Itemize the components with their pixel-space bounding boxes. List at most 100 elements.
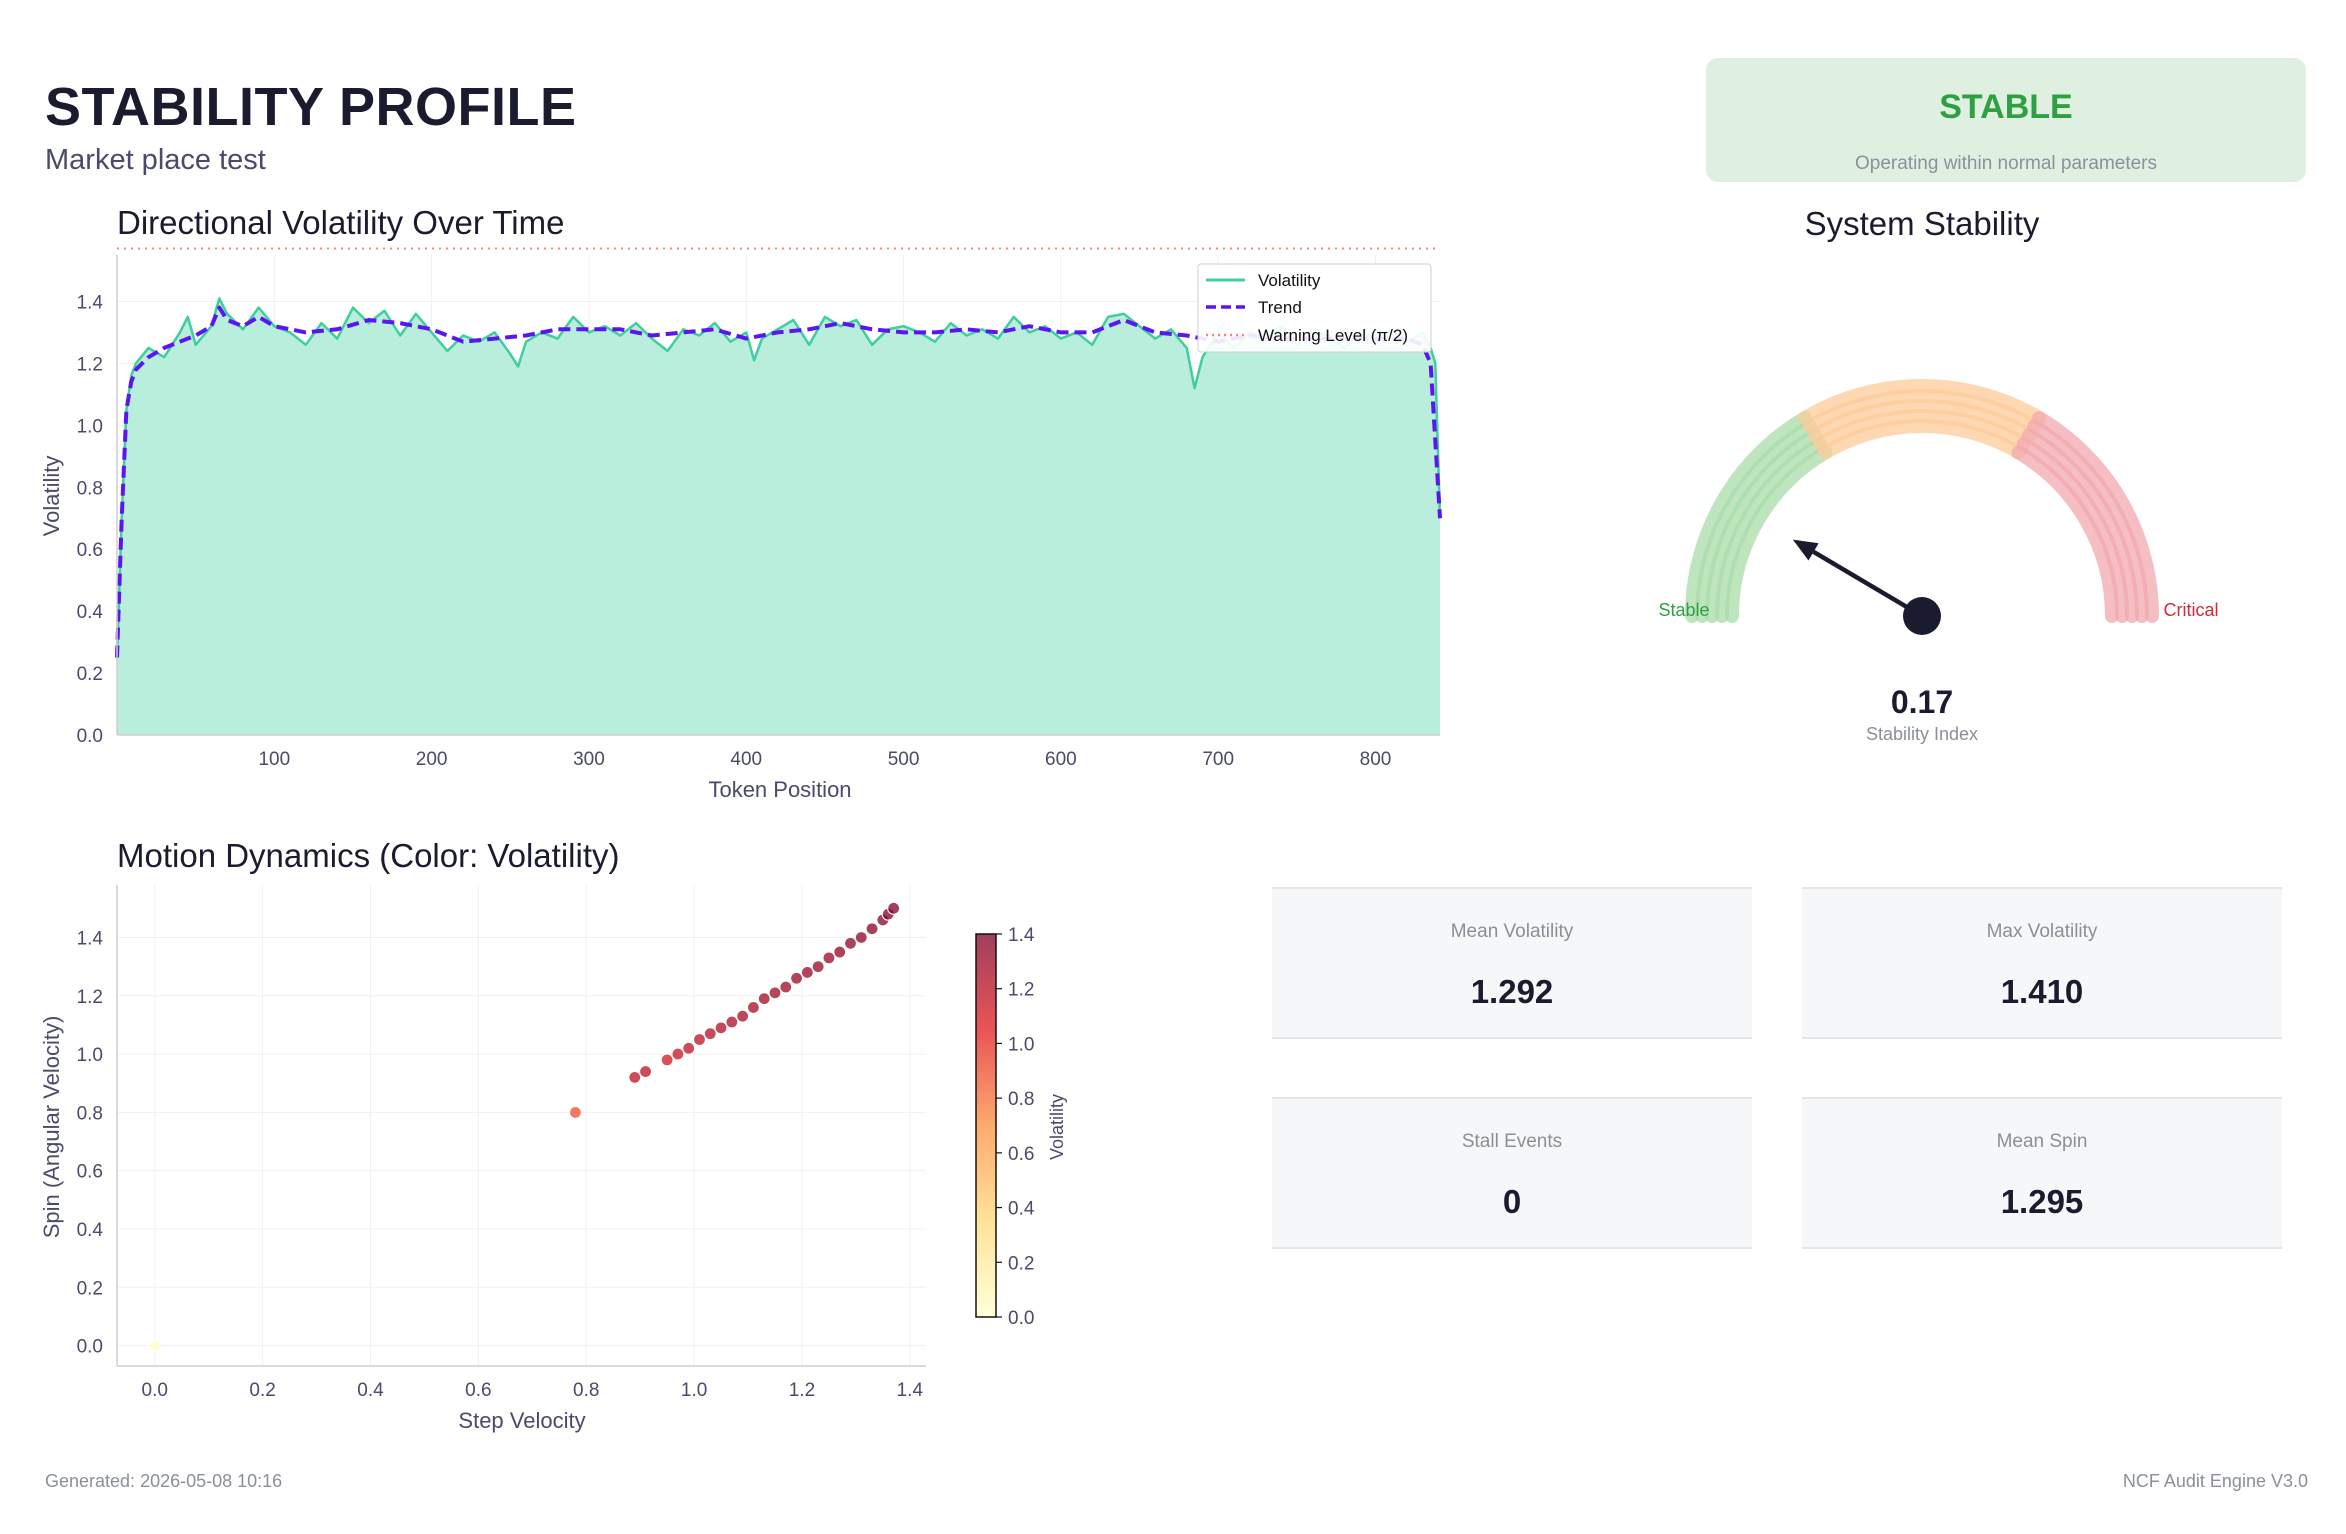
colorbar-label: Volatility xyxy=(1047,1094,1067,1160)
metric-card-stall-events: Stall Events 0 xyxy=(1272,1097,1752,1249)
colorbar-tick-label: 1.2 xyxy=(1008,980,1034,1001)
metric-value: 1.292 xyxy=(1470,973,1554,1010)
volatility-x-tick-label: 700 xyxy=(1202,749,1234,770)
scatter-y-tick-label: 1.0 xyxy=(77,1045,103,1066)
footer-engine: NCF Audit Engine V3.0 xyxy=(2122,1471,2308,1491)
scatter-point xyxy=(811,960,825,974)
volatility-y-tick-label: 1.2 xyxy=(77,354,103,375)
metric-card-mean-spin: Mean Spin 1.295 xyxy=(1802,1097,2282,1249)
scatter-point xyxy=(671,1047,685,1061)
colorbar-tick-label: 0.2 xyxy=(1008,1253,1034,1274)
scatter-y-tick-label: 1.4 xyxy=(77,928,104,949)
scatter-point xyxy=(692,1032,707,1047)
scatter-point xyxy=(736,1009,750,1023)
gauge-zone-arc-0 xyxy=(1695,419,1817,623)
scatter-x-tick-label: 1.4 xyxy=(897,1380,924,1401)
volatility-y-axis-label: Volatility xyxy=(39,456,64,537)
scatter-point xyxy=(887,901,901,915)
gauge-zone-arc-1 xyxy=(1808,399,2036,443)
scatter-y-tick-label: 0.8 xyxy=(77,1103,103,1124)
volatility-x-tick-label: 800 xyxy=(1360,749,1392,770)
volatility-y-tick-label: 1.0 xyxy=(77,416,103,437)
volatility-x-tick-label: 400 xyxy=(730,749,762,770)
scatter-point xyxy=(865,922,879,936)
volatility-x-tick-label: 300 xyxy=(573,749,605,770)
colorbar-tick-label: 0.6 xyxy=(1008,1144,1034,1165)
scatter-x-tick-label: 0.8 xyxy=(573,1380,599,1401)
gauge-zone-arc-2 xyxy=(2021,428,2139,623)
gauge-zone-arc-0 xyxy=(1725,445,1833,623)
scatter-y-axis-label: Spin (Angular Velocity) xyxy=(39,1016,64,1239)
scatter-point xyxy=(843,936,858,950)
stability-gauge: System Stability Stable Critical 0.17 St… xyxy=(1658,205,2218,744)
volatility-y-tick-label: 0.4 xyxy=(77,602,104,623)
gauge-zone-arc-1 xyxy=(1818,419,2026,460)
colorbar-tick-label: 0.0 xyxy=(1008,1308,1034,1329)
scatter-point xyxy=(638,1064,653,1079)
volatility-y-tick-label: 0.2 xyxy=(77,664,103,685)
metric-label: Max Volatility xyxy=(1986,921,2098,942)
page-title: STABILITY PROFILE xyxy=(45,77,577,137)
legend-label-trend: Trend xyxy=(1258,298,1302,317)
gauge-zone-arc-0 xyxy=(1715,436,1828,623)
scatter-point xyxy=(768,986,782,1000)
scatter-point xyxy=(682,1041,696,1055)
gauge-needle-arrowhead xyxy=(1792,539,1819,561)
colorbar-tick-label: 0.4 xyxy=(1008,1199,1035,1220)
status-description: Operating within normal parameters xyxy=(1854,153,2158,174)
volatility-x-tick-label: 100 xyxy=(258,749,290,770)
colorbar-tick-label: 1.4 xyxy=(1008,925,1035,946)
scatter-point xyxy=(822,951,836,965)
scatter-point xyxy=(714,1021,728,1035)
scatter-x-tick-label: 0.0 xyxy=(142,1380,168,1401)
scatter-point xyxy=(757,992,771,1006)
scatter-x-axis-label: Step Velocity xyxy=(458,1408,585,1433)
page-subtitle: Market place test xyxy=(45,144,266,176)
motion-dynamics-chart: Motion Dynamics (Color: Volatility) 0.0 0… xyxy=(39,837,1067,1433)
metric-value: 1.295 xyxy=(2000,1183,2084,1220)
volatility-x-tick-label: 600 xyxy=(1045,749,1077,770)
scatter-y-tick-label: 1.2 xyxy=(77,987,103,1008)
colorbar-gradient xyxy=(975,933,997,1318)
scatter-x-tick-label: 1.2 xyxy=(789,1380,815,1401)
footer-generated: Generated: 2026-05-08 10:16 xyxy=(45,1471,283,1491)
gauge-zone-arc-2 xyxy=(2032,411,2159,623)
gauge-zone-arc-0 xyxy=(1685,411,1812,623)
gauge-max-label: Critical xyxy=(2163,600,2218,620)
scatter-x-tick-label: 1.0 xyxy=(681,1380,707,1401)
scatter-x-tick-label: 0.2 xyxy=(249,1380,275,1401)
legend-label-warning: Warning Level (π/2) xyxy=(1258,326,1408,345)
volatility-y-tick-label: 0.0 xyxy=(77,726,103,747)
volatility-area-fill xyxy=(117,298,1440,735)
metric-card-mean-volatility: Mean Volatility 1.292 xyxy=(1272,887,1752,1039)
status-banner: STABLE Operating within normal parameter… xyxy=(1706,58,2306,182)
gauge-min-label: Stable xyxy=(1658,600,1709,620)
scatter-point xyxy=(833,945,847,959)
metric-label: Mean Volatility xyxy=(1450,921,1574,942)
scatter-point xyxy=(568,1105,583,1119)
volatility-colorbar: 0.0 0.2 0.4 0.6 0.8 1.0 1.2 1.4 xyxy=(975,925,1035,1329)
scatter-y-tick-label: 0.0 xyxy=(77,1337,103,1358)
legend-label-volatility: Volatility xyxy=(1258,271,1321,290)
volatility-x-axis-label: Token Position xyxy=(708,777,851,802)
scatter-point xyxy=(148,1338,162,1353)
scatter-x-tick-label: 0.4 xyxy=(357,1380,384,1401)
gauge-zone-arc-1 xyxy=(1797,378,2047,425)
scatter-point xyxy=(746,1000,761,1015)
volatility-y-tick-label: 1.4 xyxy=(77,292,104,313)
scatter-point xyxy=(779,980,793,994)
metric-card-max-volatility: Max Volatility 1.410 xyxy=(1802,887,2282,1039)
gauge-title: System Stability xyxy=(1805,205,2040,242)
gauge-value: 0.17 xyxy=(1891,684,1953,720)
metric-value: 0 xyxy=(1502,1183,1522,1220)
colorbar-tick-label: 1.0 xyxy=(1008,1034,1034,1055)
scatter-point xyxy=(628,1070,642,1085)
volatility-chart: Directional Volatility Over Time 100 200 3… xyxy=(39,204,1442,802)
scatter-chart-title: Motion Dynamics (Color: Volatility) xyxy=(117,837,619,874)
metric-label: Stall Events xyxy=(1461,1131,1563,1152)
gauge-zone-arc-1 xyxy=(1813,409,2031,451)
gauge-needle xyxy=(1812,549,1924,618)
scatter-point xyxy=(703,1027,717,1041)
colorbar-tick-label: 0.8 xyxy=(1008,1089,1034,1110)
metric-value: 1.410 xyxy=(2000,973,2084,1010)
